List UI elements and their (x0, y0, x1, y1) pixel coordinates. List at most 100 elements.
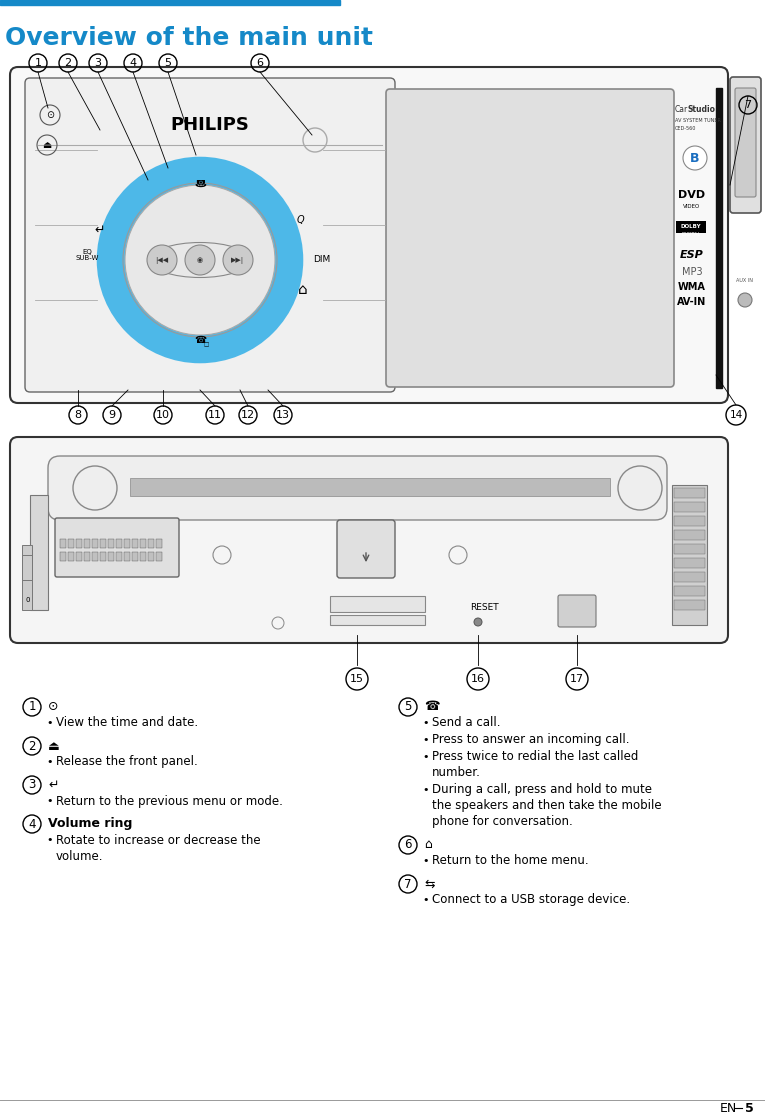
Bar (100, 539, 106, 548)
Bar (156, 552, 162, 560)
FancyBboxPatch shape (10, 437, 728, 643)
Bar (674, 488, 705, 498)
Bar (84, 552, 90, 560)
Text: 9: 9 (109, 410, 116, 420)
Text: 16: 16 (471, 674, 485, 684)
Bar (674, 544, 705, 554)
Text: phone for conversation.: phone for conversation. (432, 815, 573, 828)
Text: B: B (690, 151, 700, 165)
Bar (674, 586, 705, 596)
Bar (124, 539, 130, 548)
Text: ☎: ☎ (194, 335, 206, 345)
Bar (22, 555, 32, 580)
Text: 17: 17 (570, 674, 584, 684)
Bar (672, 485, 707, 625)
Text: AUX IN: AUX IN (737, 278, 754, 282)
Text: □: □ (203, 342, 209, 347)
Bar (148, 539, 154, 548)
Text: •: • (46, 796, 53, 806)
Text: 6: 6 (404, 838, 412, 852)
Text: DIM: DIM (313, 256, 330, 265)
FancyBboxPatch shape (386, 89, 674, 387)
Text: 1: 1 (28, 701, 36, 714)
Circle shape (683, 146, 707, 170)
Text: DOLBY: DOLBY (681, 225, 702, 229)
Text: 3: 3 (95, 58, 102, 68)
FancyBboxPatch shape (735, 88, 756, 197)
Text: Return to the home menu.: Return to the home menu. (432, 854, 588, 867)
Text: 2: 2 (64, 58, 72, 68)
Text: ◉: ◉ (197, 257, 203, 264)
FancyBboxPatch shape (55, 518, 179, 577)
Bar (22, 545, 32, 610)
Bar (716, 88, 722, 388)
FancyBboxPatch shape (10, 67, 728, 403)
Text: 5: 5 (164, 58, 171, 68)
Text: AV SYSTEM TUNER: AV SYSTEM TUNER (675, 118, 721, 122)
Text: Connect to a USB storage device.: Connect to a USB storage device. (432, 894, 630, 906)
Circle shape (738, 292, 752, 307)
Bar (30, 495, 48, 610)
Text: CED-560: CED-560 (675, 126, 696, 130)
Text: •: • (422, 752, 428, 762)
Text: 8: 8 (74, 410, 82, 420)
Bar (130, 478, 610, 496)
Bar (76, 552, 82, 560)
Text: Return to the previous menu or mode.: Return to the previous menu or mode. (56, 794, 283, 807)
Text: EQ
SUB-W: EQ SUB-W (75, 249, 99, 261)
Text: 15: 15 (350, 674, 364, 684)
Text: DIGITAL: DIGITAL (682, 232, 701, 238)
Text: 6: 6 (256, 58, 263, 68)
FancyBboxPatch shape (337, 520, 395, 578)
FancyBboxPatch shape (25, 78, 395, 393)
Circle shape (125, 185, 275, 335)
Bar (108, 552, 114, 560)
Bar (116, 552, 122, 560)
Text: volume.: volume. (56, 850, 103, 863)
Text: •: • (422, 735, 428, 745)
Text: Overview of the main unit: Overview of the main unit (5, 26, 373, 50)
Text: •: • (46, 757, 53, 767)
Text: Rotate to increase or decrease the: Rotate to increase or decrease the (56, 834, 261, 846)
Text: ▶▶|: ▶▶| (232, 257, 245, 264)
Text: EN: EN (720, 1102, 737, 1112)
Bar (132, 552, 138, 560)
Text: AV-IN: AV-IN (677, 297, 707, 307)
Text: Volume ring: Volume ring (48, 817, 132, 831)
Text: Q: Q (296, 215, 304, 225)
Text: •: • (422, 785, 428, 795)
Bar (148, 552, 154, 560)
Text: ⊙: ⊙ (46, 110, 54, 120)
Text: ⌂: ⌂ (298, 282, 308, 298)
Text: •: • (422, 718, 428, 728)
Bar (132, 539, 138, 548)
Text: 13: 13 (276, 410, 290, 420)
Bar (676, 221, 706, 234)
Text: 10: 10 (156, 410, 170, 420)
Text: WMA: WMA (678, 282, 706, 292)
Bar (156, 539, 162, 548)
Circle shape (147, 245, 177, 275)
Text: the speakers and then take the mobile: the speakers and then take the mobile (432, 800, 662, 813)
Text: •: • (46, 718, 53, 728)
Bar (674, 502, 705, 512)
Text: 2: 2 (28, 739, 36, 753)
Text: ↵: ↵ (48, 778, 58, 792)
Bar (674, 572, 705, 582)
Text: ⊙: ⊙ (48, 701, 58, 714)
Bar (68, 552, 74, 560)
Bar (116, 539, 122, 548)
Text: Car: Car (675, 106, 688, 115)
Text: PHILIPS: PHILIPS (171, 116, 249, 135)
Text: During a call, press and hold to mute: During a call, press and hold to mute (432, 784, 652, 796)
Bar (330, 615, 425, 625)
Text: 3: 3 (28, 778, 36, 792)
Bar (674, 558, 705, 568)
Text: number.: number. (432, 766, 481, 780)
Text: View the time and date.: View the time and date. (56, 716, 198, 729)
Bar (674, 600, 705, 610)
Text: •: • (422, 895, 428, 905)
Text: Release the front panel.: Release the front panel. (56, 755, 197, 768)
Text: 5: 5 (745, 1102, 754, 1112)
Text: •: • (422, 856, 428, 866)
